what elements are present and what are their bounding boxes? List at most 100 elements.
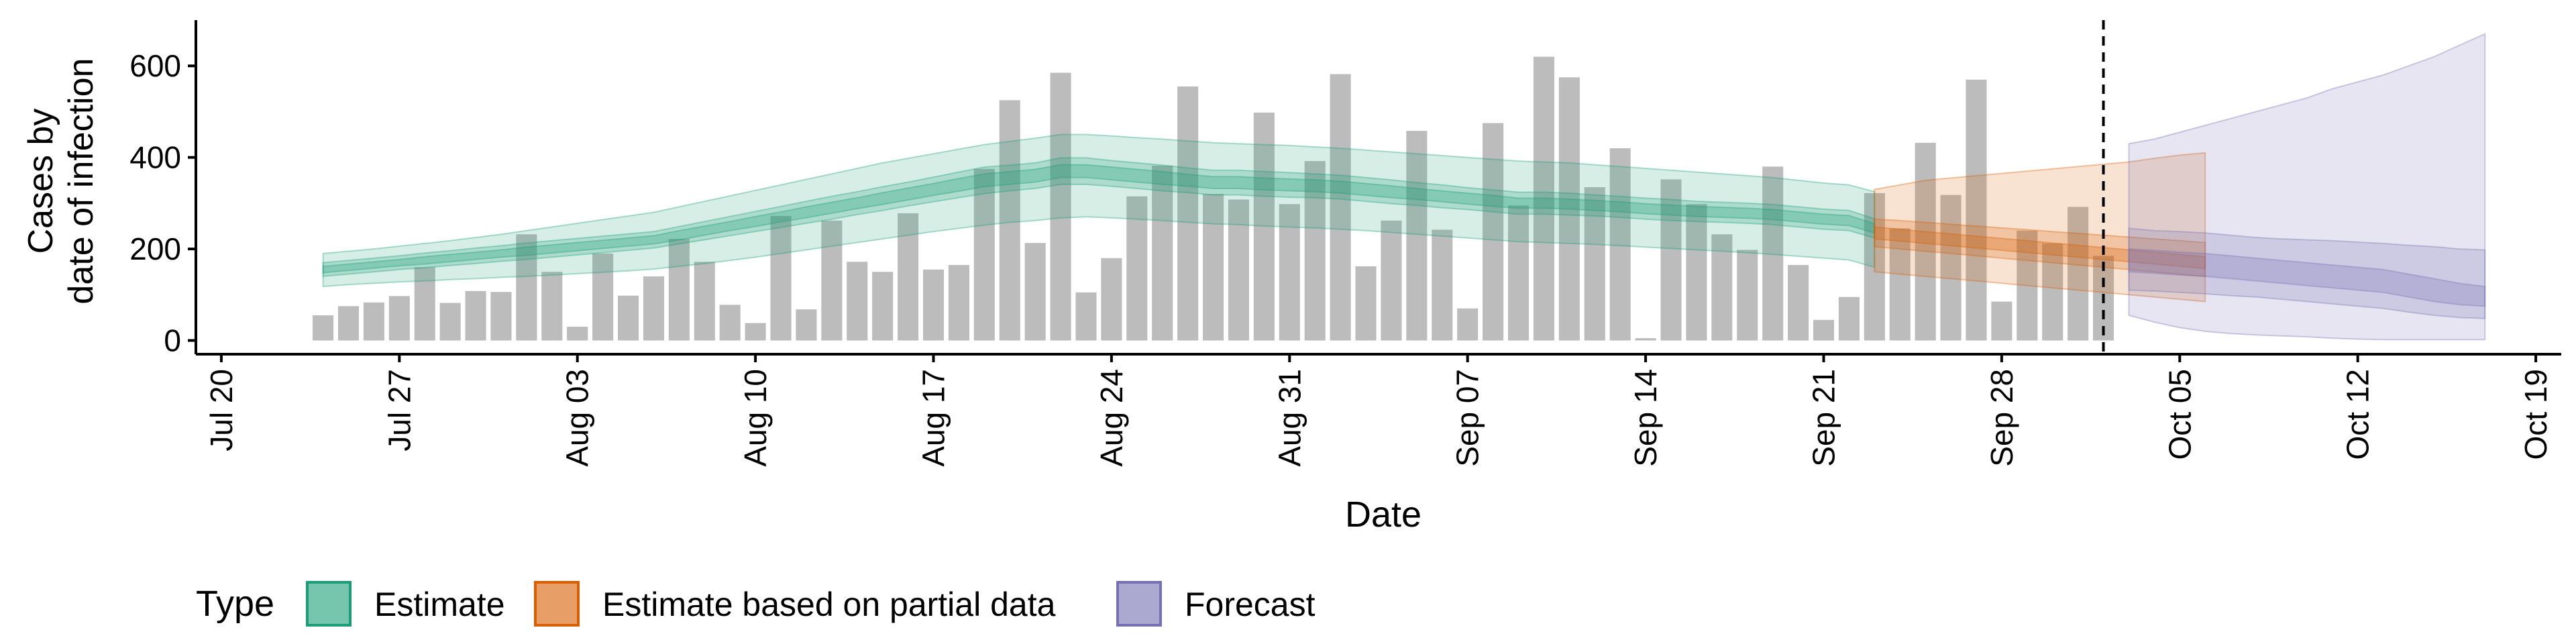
bar-50 <box>1584 187 1605 341</box>
bar-32 <box>1126 196 1148 341</box>
x-tick-label-11: Oct 05 <box>2162 369 2197 460</box>
bar-36 <box>1228 199 1250 341</box>
legend-label-1: Estimate based on partial data <box>602 586 1056 623</box>
x-tick-label-4: Aug 17 <box>916 369 951 467</box>
bar-8 <box>516 234 537 341</box>
bar-38 <box>1279 204 1300 341</box>
bar-12 <box>617 295 639 341</box>
bar-66 <box>1991 301 2012 341</box>
bar-24 <box>922 269 945 341</box>
bar-60 <box>1838 297 1860 341</box>
bar-46 <box>1483 123 1504 341</box>
legend: Type Estimate Estimate based on partial da… <box>196 581 1316 627</box>
x-axis-ticks: Jul 20 Jul 27 Aug 03 Aug 10 Aug 17 Aug 24 Aug … <box>204 354 2553 467</box>
bar-68 <box>2042 243 2063 341</box>
ribbons <box>322 32 2486 341</box>
bar-19 <box>796 309 817 341</box>
bar-57 <box>1762 166 1784 341</box>
x-tick-label-6: Aug 31 <box>1272 369 1307 467</box>
series-1-band-20 <box>1874 226 2206 270</box>
bar-41 <box>1355 266 1377 341</box>
bar-14 <box>668 239 690 341</box>
bar-7 <box>490 292 512 341</box>
bar-20 <box>821 220 843 341</box>
x-axis-label: Date <box>1345 494 1421 535</box>
bar-15 <box>694 262 715 341</box>
bar-5 <box>439 303 461 341</box>
x-tick-label-0: Jul 20 <box>204 369 239 451</box>
bar-11 <box>592 253 614 341</box>
y-tick-label-3: 600 <box>129 48 181 83</box>
bar-49 <box>1558 77 1580 341</box>
legend-title: Type <box>196 584 274 624</box>
bar-31 <box>1101 258 1122 341</box>
x-tick-label-8: Sep 14 <box>1628 369 1663 467</box>
x-tick-label-13: Oct 19 <box>2518 369 2553 460</box>
bar-44 <box>1432 229 1453 341</box>
bar-62 <box>1889 228 1911 341</box>
bar-69 <box>2068 207 2089 341</box>
bar-35 <box>1203 194 1224 341</box>
bar-25 <box>948 264 969 341</box>
bar-29 <box>1050 72 1071 341</box>
x-tick-label-9: Sep 21 <box>1806 369 1841 467</box>
legend-swatch-2 <box>1116 581 1162 627</box>
series-2-band-90 <box>2128 32 2486 341</box>
legend-swatch-1 <box>534 581 580 627</box>
bar-2 <box>363 302 384 341</box>
y-tick-label-0: 0 <box>164 323 181 358</box>
bar-58 <box>1788 264 1809 341</box>
x-tick-label-3: Aug 10 <box>738 369 773 467</box>
bar-13 <box>643 276 664 341</box>
bar-53 <box>1660 179 1682 341</box>
series-2-band-20 <box>2128 248 2486 307</box>
y-axis-label-line-1: Cases by <box>21 109 60 254</box>
series-0-band-50 <box>322 157 1876 278</box>
y-tick-label-1: 200 <box>129 231 181 266</box>
series-1-band-50 <box>1874 218 2206 278</box>
bar-45 <box>1457 308 1479 341</box>
legend-label-2: Forecast <box>1185 586 1316 623</box>
bar-22 <box>872 272 894 341</box>
bar-0 <box>313 315 334 341</box>
case-bars <box>313 56 2114 341</box>
bar-4 <box>414 267 435 341</box>
series-0-band-90 <box>322 133 1876 288</box>
bar-56 <box>1737 250 1758 341</box>
bar-42 <box>1381 220 1402 341</box>
bar-37 <box>1253 112 1275 341</box>
bar-16 <box>719 305 741 341</box>
bar-52 <box>1635 338 1656 341</box>
bar-18 <box>770 215 792 341</box>
y-axis-ticks: 0 200 400 600 <box>129 48 196 358</box>
bar-28 <box>1024 243 1046 341</box>
bar-51 <box>1609 148 1631 341</box>
bar-10 <box>567 327 588 341</box>
bar-65 <box>1966 79 1987 341</box>
x-tick-label-12: Oct 12 <box>2341 369 2375 460</box>
legend-swatch-0 <box>306 581 352 627</box>
series-2-band-50 <box>2128 227 2486 319</box>
bar-59 <box>1813 319 1835 341</box>
y-axis-label-line-2: date of infection <box>62 58 101 304</box>
bar-40 <box>1330 74 1351 341</box>
x-tick-label-2: Aug 03 <box>560 369 595 467</box>
bar-21 <box>847 262 868 341</box>
series-0-band-20 <box>322 164 1876 274</box>
x-tick-label-1: Jul 27 <box>382 369 417 451</box>
bar-6 <box>465 290 486 341</box>
bar-67 <box>2017 230 2038 341</box>
bar-27 <box>999 100 1020 341</box>
bar-33 <box>1152 165 1173 341</box>
bar-26 <box>973 168 995 341</box>
x-tick-label-5: Aug 24 <box>1094 369 1129 467</box>
bar-55 <box>1711 234 1733 341</box>
bar-23 <box>898 213 919 341</box>
bar-54 <box>1686 204 1707 341</box>
bar-64 <box>1940 195 1962 341</box>
bar-1 <box>337 306 360 341</box>
bar-9 <box>541 272 563 341</box>
bar-48 <box>1533 56 1554 341</box>
bar-61 <box>1864 193 1885 341</box>
